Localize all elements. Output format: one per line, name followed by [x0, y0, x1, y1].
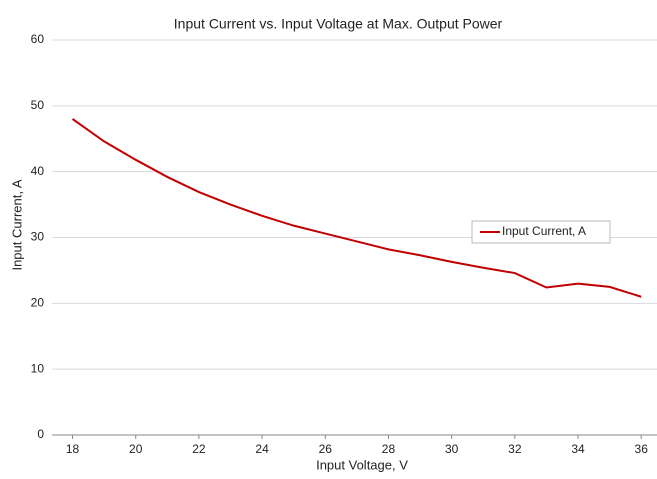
y-tick-label: 50: [31, 98, 45, 112]
y-tick-label: 0: [37, 427, 44, 441]
y-axis-label: Input Current, A: [9, 179, 24, 270]
legend-label: Input Current, A: [502, 224, 586, 238]
y-tick-label: 10: [31, 361, 45, 375]
x-tick-label: 36: [635, 442, 649, 456]
x-tick-label: 22: [192, 442, 206, 456]
x-tick-label: 28: [382, 442, 396, 456]
data-line: [71, 118, 642, 298]
y-tick-label: 30: [31, 230, 45, 244]
y-tick-label: 40: [31, 164, 45, 178]
x-tick-label: 24: [255, 442, 269, 456]
x-tick-label: 18: [66, 442, 80, 456]
x-axis-label: Input Voltage, V: [316, 457, 408, 472]
legend-box: [471, 220, 611, 244]
y-tick-label: 60: [31, 32, 45, 46]
x-tick-label: 20: [129, 442, 143, 456]
x-tick-label: 34: [571, 442, 585, 456]
x-tick-label: 30: [445, 442, 459, 456]
x-tick-label: 26: [319, 442, 333, 456]
chart-title: Input Current vs. Input Voltage at Max. …: [174, 16, 503, 32]
x-tick-label: 32: [508, 442, 522, 456]
y-tick-label: 20: [31, 296, 45, 310]
